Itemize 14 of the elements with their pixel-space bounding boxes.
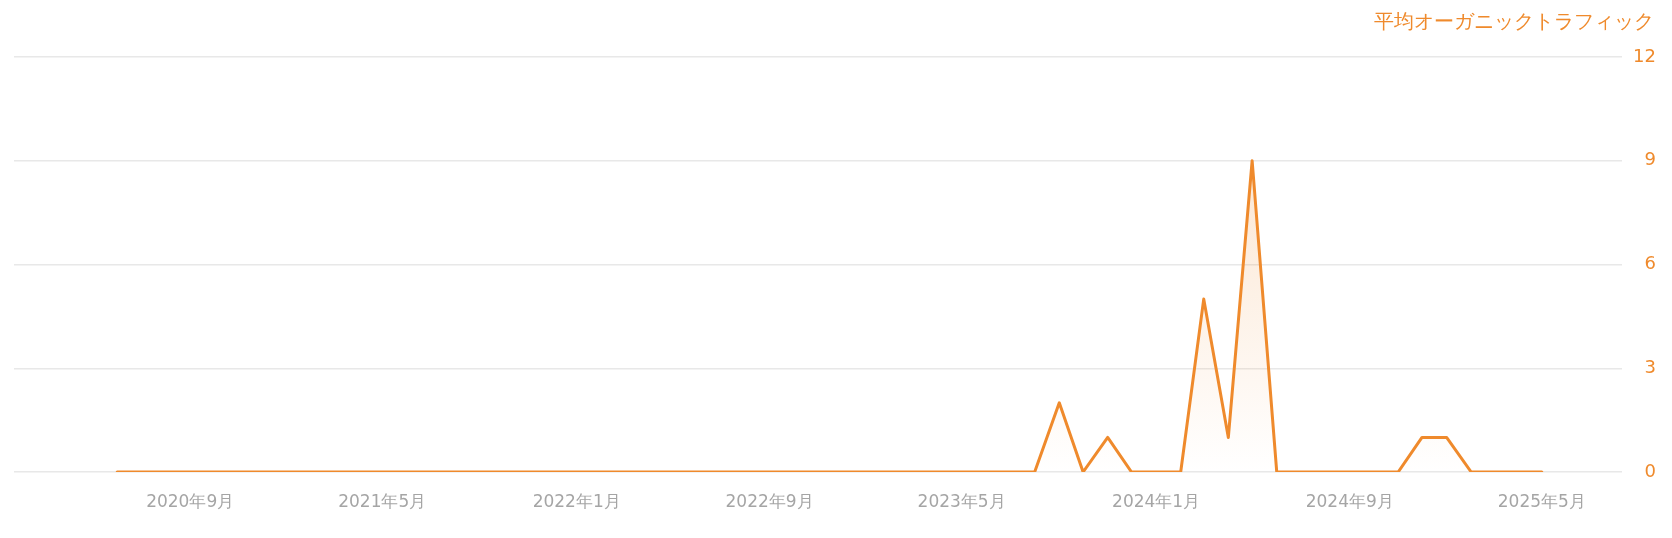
x-tick-label: 2025年5月: [1497, 490, 1586, 511]
x-tick-label: 2020年9月: [146, 490, 235, 511]
y-axis-title: 平均オーガニックトラフィック: [1374, 9, 1654, 34]
x-tick-label: 2021年5月: [338, 490, 427, 511]
y-tick-label: 12: [1633, 44, 1656, 66]
y-tick-label: 0: [1644, 459, 1656, 481]
x-tick-label: 2022年1月: [532, 490, 621, 511]
y-tick-label: 3: [1644, 355, 1656, 377]
x-tick-label: 2024年9月: [1305, 490, 1394, 511]
x-tick-label: 2023年5月: [917, 490, 1006, 511]
y-tick-label: 6: [1644, 252, 1656, 274]
y-tick-label: 9: [1644, 148, 1656, 170]
x-tick-label: 2022年9月: [725, 490, 814, 511]
x-tick-label: 2024年1月: [1112, 490, 1201, 511]
